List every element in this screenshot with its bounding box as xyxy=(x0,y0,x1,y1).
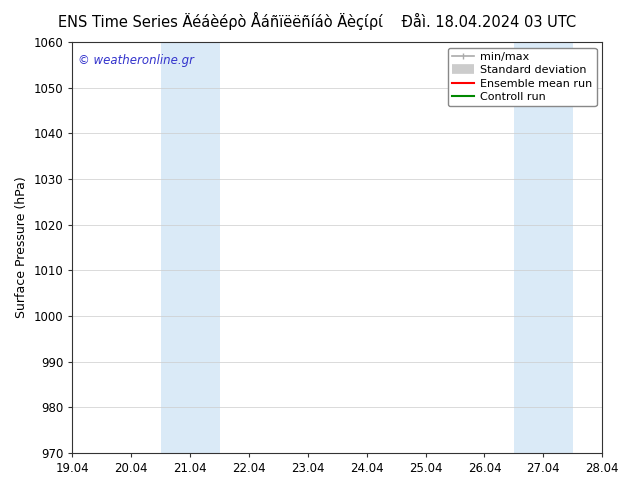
Bar xyxy=(160,42,219,453)
Legend: min/max, Standard deviation, Ensemble mean run, Controll run: min/max, Standard deviation, Ensemble me… xyxy=(448,48,597,106)
Y-axis label: Surface Pressure (hPa): Surface Pressure (hPa) xyxy=(15,176,28,318)
Text: © weatheronline.gr: © weatheronline.gr xyxy=(77,54,193,68)
Bar xyxy=(514,42,573,453)
Text: ENS Time Series Äéáèéρò Åáñïëëñíáò Äèçίρί    Đåì. 18.04.2024 03 UTC: ENS Time Series Äéáèéρò Åáñïëëñíáò Äèçίρ… xyxy=(58,12,576,30)
